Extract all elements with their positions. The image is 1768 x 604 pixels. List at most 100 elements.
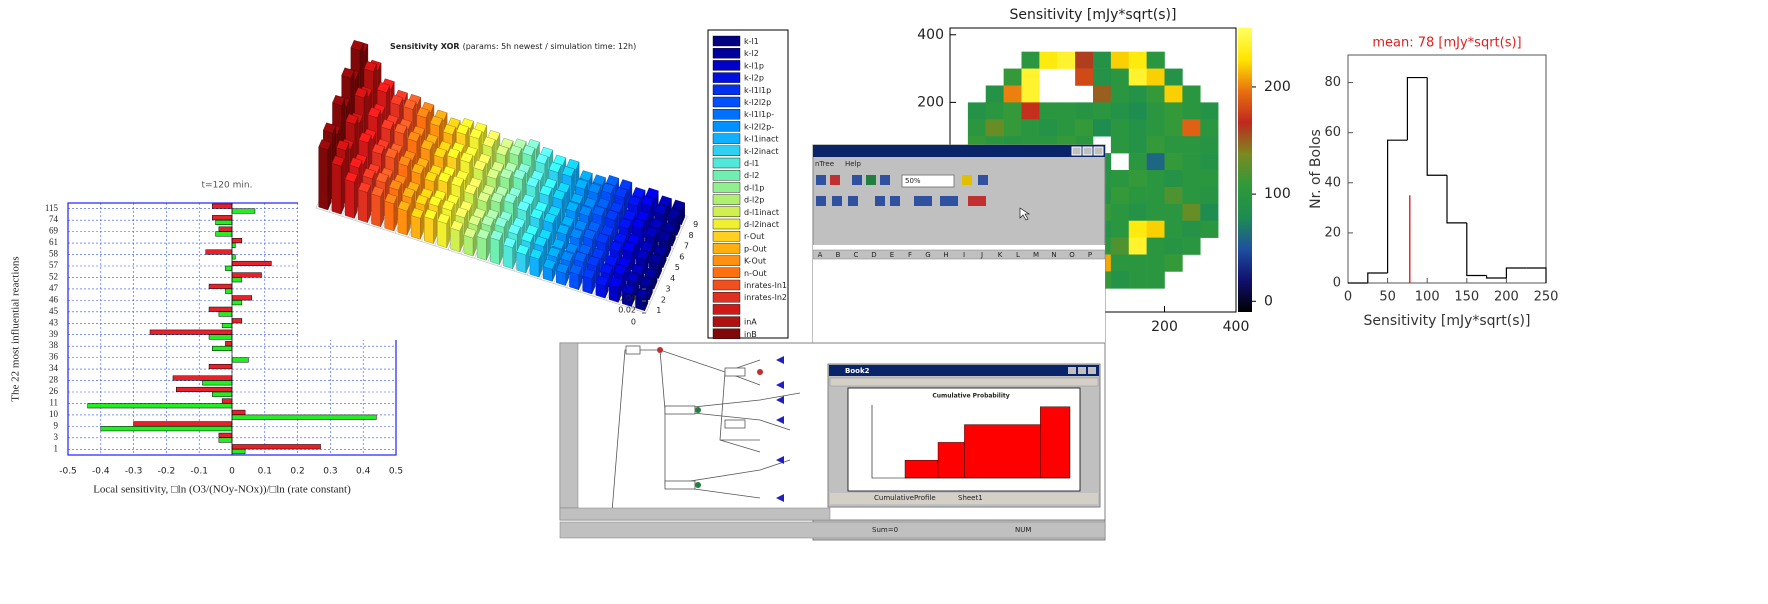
tool-icon[interactable] [890,196,900,206]
tool-icon[interactable] [940,196,958,206]
x-tick-label: -0.3 [125,467,143,477]
bar-top [654,203,668,215]
heat-cell [1110,203,1130,222]
bar-top [534,235,548,247]
y-tick-label: 34 [49,363,59,373]
title-bar [829,365,1099,376]
legend-swatch [712,48,741,59]
bar-front [450,227,461,253]
zoom-value[interactable]: 50% [905,177,921,185]
tool-icon[interactable] [962,175,972,185]
bar-top [420,139,434,151]
bar-top [635,288,649,300]
title-bar [813,145,1105,157]
heat-cell [1110,51,1130,69]
chart-title: mean: 78 [mJy*sqrt(s)] [1372,36,1521,51]
y-tick-label: 3 [54,432,59,442]
heat-cell [1146,136,1165,154]
bar-top [512,168,527,180]
bar-top [403,98,417,110]
bar-front [384,200,395,232]
heat-cell [1003,85,1022,103]
maximize-button[interactable] [1082,146,1093,156]
sheet-tab[interactable]: CumulativeProfile [874,494,936,502]
depth-tick-label: 1 [656,306,661,315]
heat-cell [985,119,1004,137]
heat-cell [985,85,1004,103]
colorbar-tick-label: 200 [1264,79,1291,95]
tool-icon[interactable] [866,175,876,185]
minimize-button[interactable] [1068,367,1076,374]
tool-icon[interactable] [880,175,890,185]
tool-icon[interactable] [968,196,986,206]
tool-icon[interactable] [816,175,826,185]
bar-top [626,271,640,283]
y-tick-label: 58 [49,249,59,259]
y-tick-label: 46 [49,294,59,304]
tool-icon[interactable] [914,196,932,206]
tool-icon[interactable] [848,196,858,206]
bar-top [398,155,412,167]
x-tick-label: 100 [1415,290,1440,305]
bar-top [609,240,623,252]
close-button[interactable] [1088,367,1096,374]
legend-label: inrates-ln2 [744,293,787,302]
minimize-button[interactable] [1071,146,1082,156]
heat-cell [1146,254,1165,272]
y-tick-label: 45 [49,306,59,316]
bar-top [613,264,627,276]
bar-top [614,186,628,198]
floor-grid [645,216,688,314]
bar-front [397,207,408,236]
bar-top [336,139,350,151]
heat-cell [1146,119,1165,137]
histogram-bin [1446,175,1467,224]
menu-item[interactable]: nTree [815,160,834,168]
legend-label: d-l1inact [744,208,779,217]
close-button[interactable] [1093,146,1104,156]
bar-front [463,234,474,257]
bar-top [490,192,504,204]
legend-label: d-l1 [744,159,759,168]
subtitle: (params: 5h newest / simulation time: 12… [463,42,637,51]
bar-top [318,139,332,151]
tool-icon[interactable] [816,196,826,206]
maximize-button[interactable] [1078,367,1086,374]
bar-front [410,215,421,240]
column-label: B [836,251,841,259]
sheet [813,245,1105,343]
x-tick-label: 150 [1454,290,1479,305]
legend-swatch [712,206,741,218]
column-label: L [1016,251,1020,259]
bar [218,437,233,443]
tool-icon[interactable] [978,175,988,185]
bar-top [423,208,438,220]
tool-icon[interactable] [852,175,862,185]
tool-icon[interactable] [830,175,840,185]
tool-icon[interactable] [875,196,885,206]
heat-cell [1075,119,1094,137]
heat-cell [1021,85,1040,103]
heat-cell [1146,271,1165,289]
tool-icon[interactable] [832,196,842,206]
sheet-tab[interactable]: Sheet1 [958,494,983,502]
legend-swatch [712,279,741,291]
zoom-box[interactable] [901,174,955,188]
bar-top [608,276,622,288]
legend-swatch [712,108,741,120]
bar-top [402,187,416,199]
bar-top [508,144,523,156]
bar-front [371,193,381,228]
bar [218,432,233,438]
legend-swatch [712,218,741,230]
bar-top [613,232,628,244]
bar-top [468,214,482,226]
legend-swatch [712,169,741,181]
step-bar [937,442,965,479]
bar-top [384,147,399,159]
bar-3d [384,193,398,232]
legend-label: inB [744,330,757,339]
menu-item[interactable]: Help [845,160,862,168]
sheet-tabs [559,507,831,521]
floor-grid [315,207,647,314]
